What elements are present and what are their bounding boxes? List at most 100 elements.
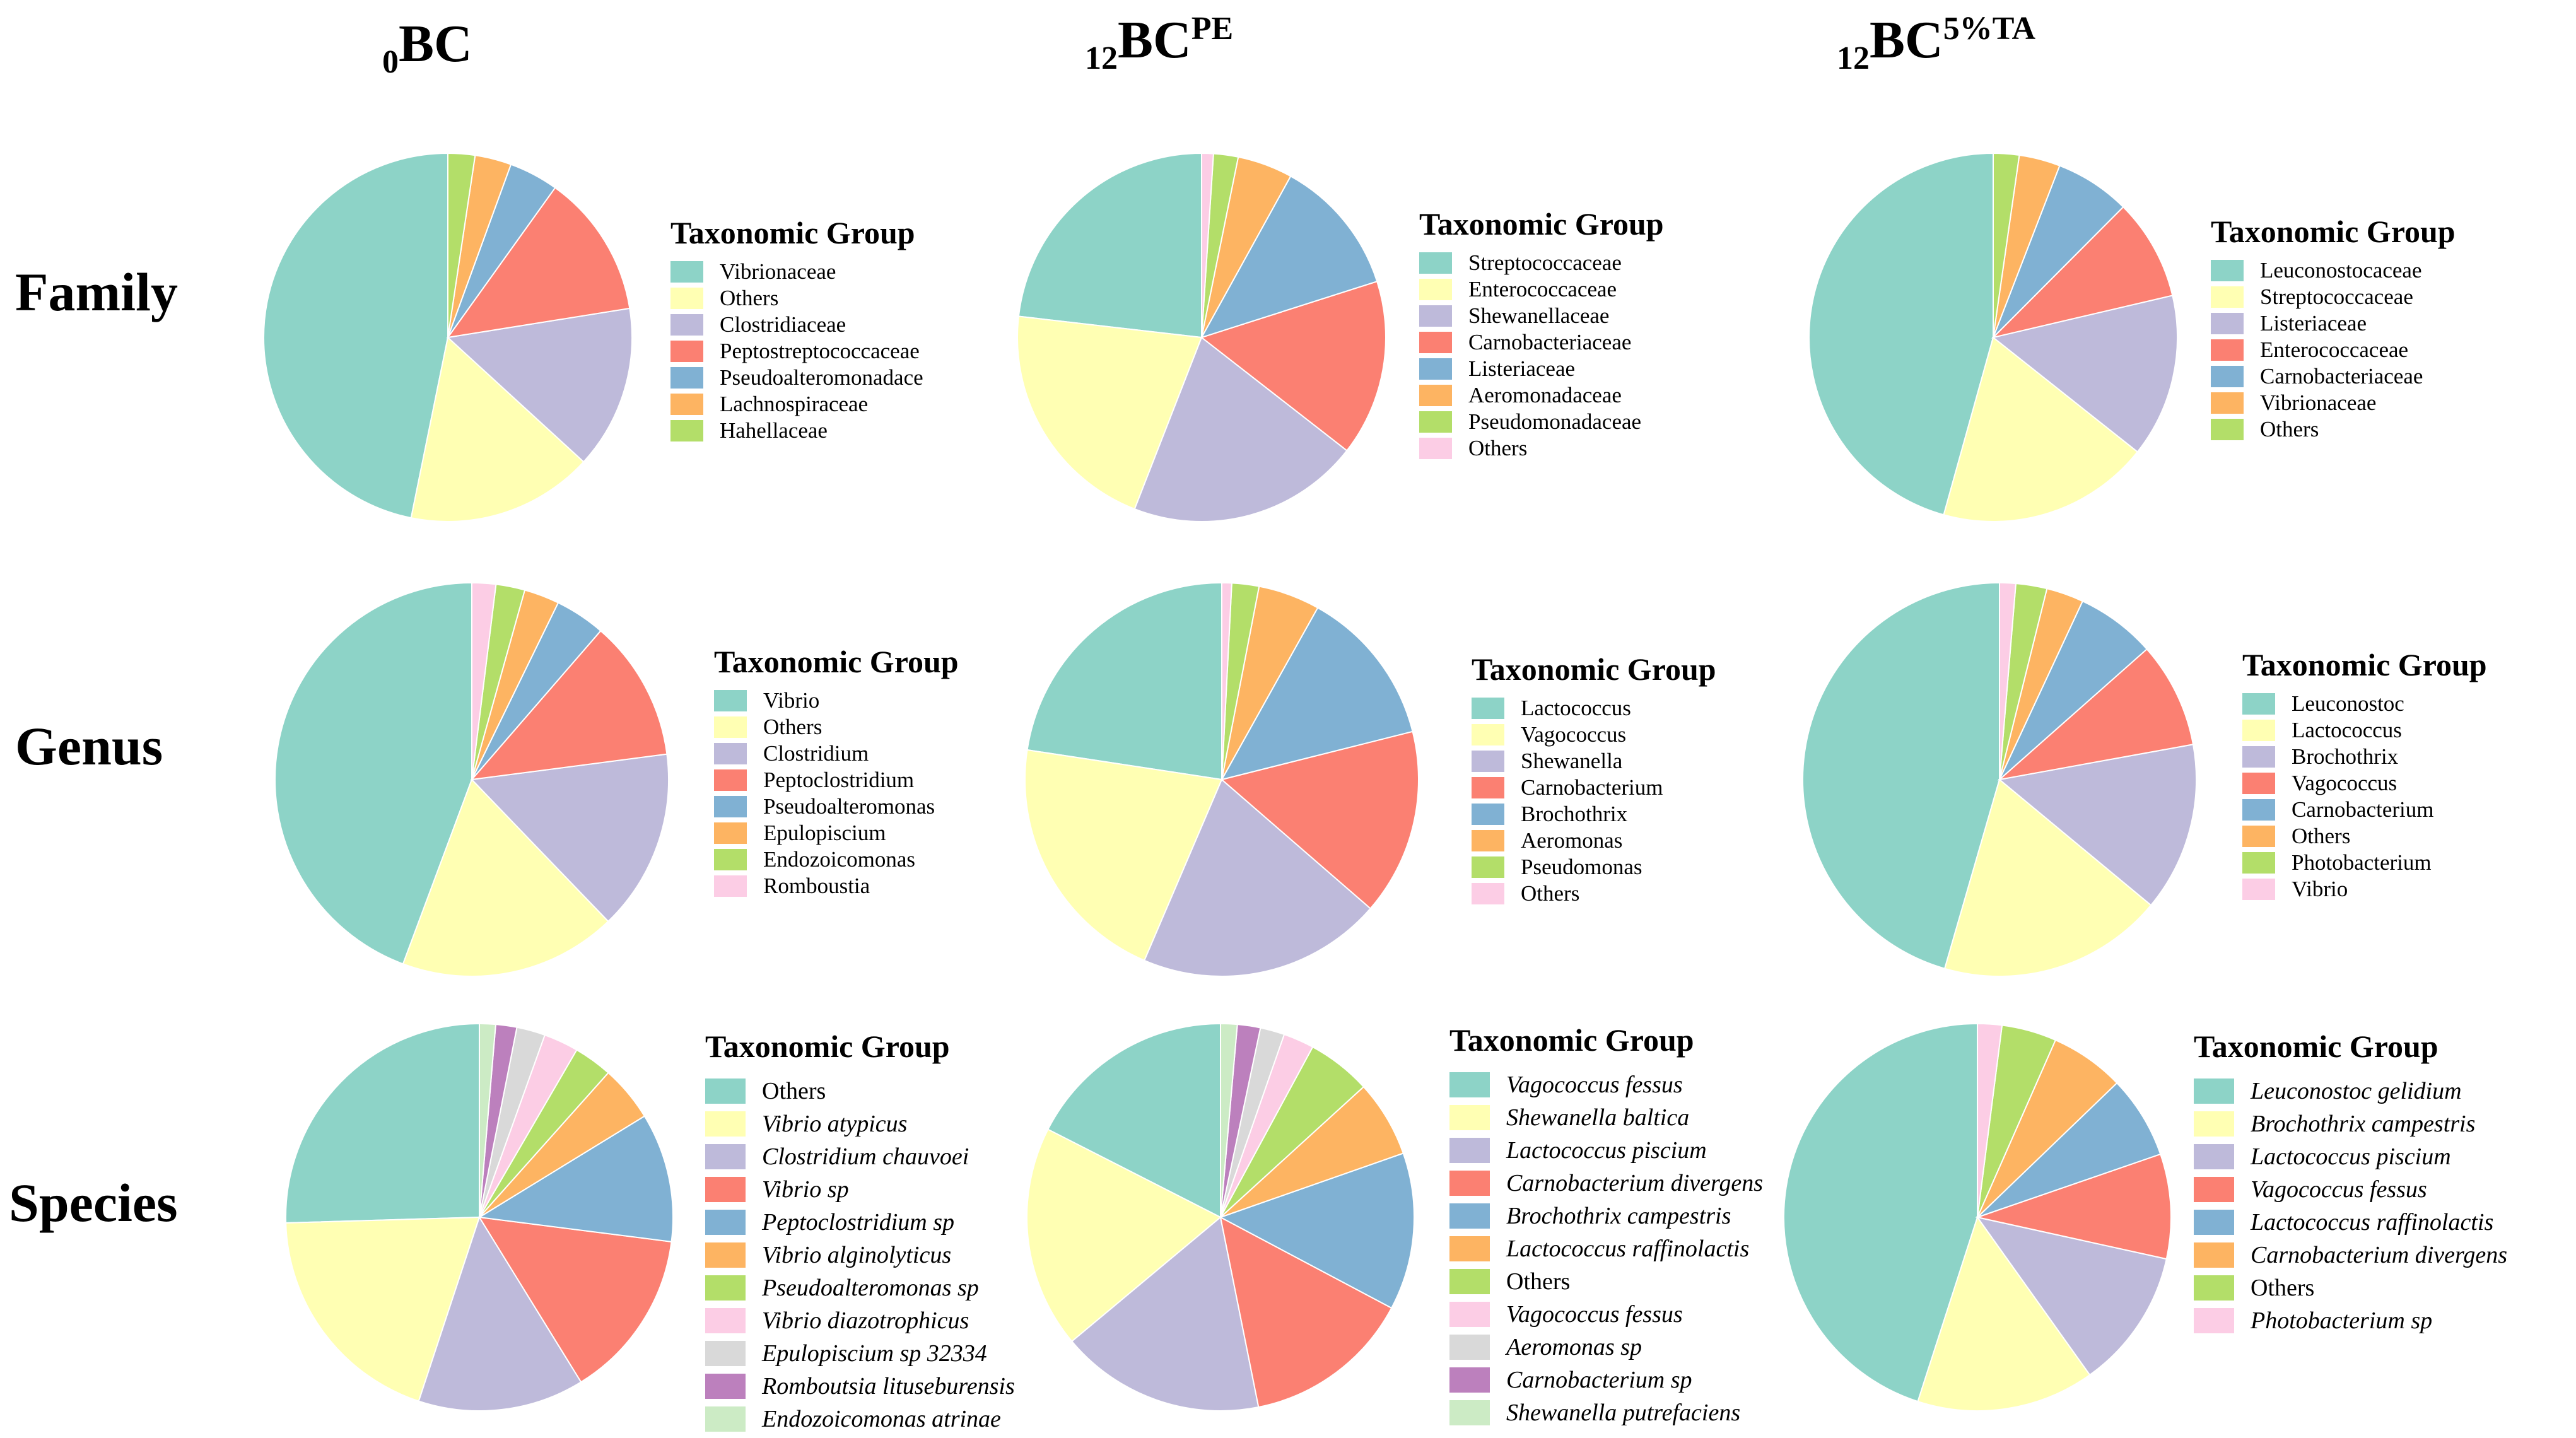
legend-label: Others [2260,417,2319,441]
pie-slice-enterococcaceae [1991,206,2174,339]
pie-chart-12bc5ta-species [1783,1022,2172,1412]
legend-swatch [714,796,747,817]
legend-12bc5ta-genus: Taxonomic Group Leuconostoc Lactococcus Bro… [2242,646,2487,903]
pie-slice-carnobacteriaceae [1993,165,2124,338]
legend-label: Others [2251,1275,2315,1301]
legend-swatch [2211,286,2244,308]
legend-swatch [1472,751,1504,772]
legend-swatch [714,822,747,844]
legend-swatch [705,1111,746,1137]
legend-item: Brochothrix [2242,744,2487,770]
legend-swatch [1419,411,1452,433]
legend-label: Pseudoalteromonas sp [762,1275,979,1301]
pie-slice-peptoclostridium-sp [477,1115,674,1242]
pie-chart-12bcpe-family [1017,152,1386,522]
legend-title: Taxonomic Group [1419,206,1664,242]
pie-slice-streptococcaceae [1017,152,1202,339]
pie-slice-peptoclostridium [470,629,668,781]
legend-swatch [2242,879,2275,900]
legend-swatch [2211,366,2244,387]
pie-slice-shewanellaceae [1133,336,1348,522]
pie-chart-0bc-family [263,152,633,522]
legend-swatch [705,1374,746,1399]
pie-slice-brochothrix-campestris [1219,1152,1415,1309]
legend-label: Aeromonas [1521,828,1623,853]
pie-slice-others [285,1022,480,1224]
legend-item: Photobacterium sp [2194,1304,2507,1337]
legend-swatch [714,769,747,791]
legend-swatch [2242,826,2275,847]
pie-slice-streptococcaceae [1943,336,2139,522]
legend-label: Vibrio atypicus [762,1111,908,1137]
legend-label: Peptoclostridium [763,768,915,792]
legend-item: Lactococcus [1472,695,1716,722]
pie-slice-others [1201,152,1214,338]
legend-label: Leuconostoc [2292,691,2404,716]
legend-swatch [670,367,703,389]
legend-swatch [2194,1078,2234,1104]
pie-slice-vibrio-sp [478,1216,672,1383]
legend-swatch [1472,724,1504,745]
legend-label: Epulopiscium [763,821,886,845]
column-title-12bc-5ta: 12BC5%TA [1837,11,2036,76]
legend-item: Pseudomonas [1472,854,1716,880]
legend-item: Leuconostoc [2242,691,2487,717]
legend-label: Clostridiaceae [720,312,846,337]
legend-label: Enterococcaceae [1468,277,1617,301]
row-title-species: Species [9,1172,178,1233]
pie-chart-0bc-genus [274,582,669,977]
legend-swatch [1449,1138,1490,1163]
legend-swatch [1449,1302,1490,1327]
legend-item: Shewanellaceae [1419,303,1664,329]
legend-label: Shewanella putrefaciens [1506,1400,1741,1426]
legend-label: Photobacterium [2292,850,2432,875]
pie-slice-carnobacterium [1220,730,1419,909]
pie-slice-others [1221,582,1232,780]
legend-label: Vagococcus fessus [1506,1301,1683,1328]
legend-swatch [670,341,703,362]
legend-label: Others [1468,436,1528,460]
legend-item: Clostridium chauvoei [705,1140,1015,1173]
legend-0bc-genus: Taxonomic Group Vibrio Others Clostridium Pe… [714,643,959,899]
legend-swatch [2242,773,2275,794]
legend-title: Taxonomic Group [714,644,959,679]
legend-swatch [1472,777,1504,798]
legend-item: Romboutsia lituseburensis [705,1370,1015,1403]
legend-label: Vibrionaceae [720,259,836,284]
legend-label: Streptococcaceae [1468,250,1622,275]
legend-label: Clostridium chauvoei [762,1143,969,1170]
legend-title: Taxonomic Group [670,215,915,250]
legend-swatch [705,1406,746,1432]
legend-label: Carnobacterium divergens [2251,1242,2508,1268]
legend-item: Others [1472,880,1716,907]
legend-item: Lactococcus piscium [1449,1134,1763,1167]
legend-swatch [1419,438,1452,459]
legend-swatch [1419,358,1452,380]
legend-swatch [2194,1111,2234,1137]
legend-swatch [2194,1210,2234,1235]
legend-swatch [705,1144,746,1169]
legend-swatch [2242,746,2275,768]
legend-item: Carnobacterium [2242,797,2487,823]
legend-item: Others [2211,416,2456,443]
legend-item: Streptococcaceae [1419,250,1664,276]
legend-label: Brochothrix [2292,744,2399,769]
legend-label: Shewanella baltica [1506,1104,1690,1131]
pie-slice-clostridiaceae [446,307,633,463]
legend-label: Shewanella [1521,749,1623,773]
legend-swatch [2211,313,2244,334]
pie-slice-shewanella [1143,778,1372,977]
row-title-family: Family [15,262,178,322]
pie-chart-12bc5ta-genus [1802,582,2197,977]
legend-label: Vibrio alginolyticus [762,1242,952,1268]
legend-swatch [2211,419,2244,440]
legend-item: Vibrionaceae [2211,390,2456,416]
legend-label: Endozoicomonas [763,847,916,872]
legend-label: Vagococcus fessus [2251,1176,2427,1203]
pie-slice-vagococcus [1024,749,1223,962]
legend-label: Vibrio sp [762,1176,849,1203]
legend-item: Vibrio alginolyticus [705,1239,1015,1271]
pie-slice-photobacterium-sp [1977,1022,2003,1218]
legend-label: Pseudoalteromonas [763,794,935,819]
legend-label: Shewanellaceae [1468,303,1610,328]
